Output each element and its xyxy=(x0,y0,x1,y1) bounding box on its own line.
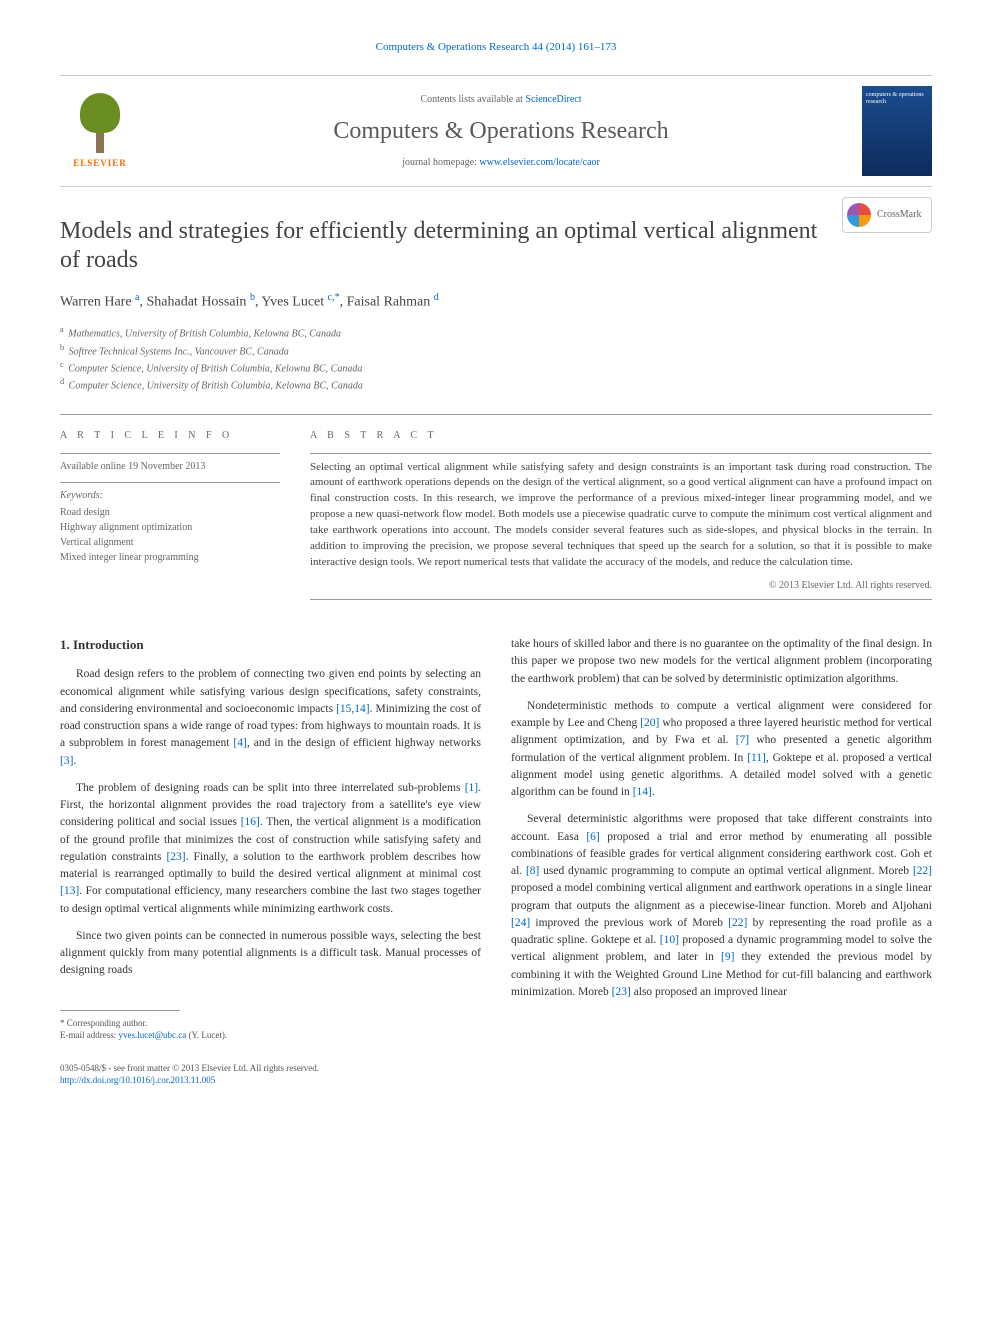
contents-line: Contents lists available at ScienceDirec… xyxy=(160,93,842,107)
crossmark-label: CrossMark xyxy=(877,208,921,222)
journal-cover-thumbnail: computers & operations research xyxy=(862,86,932,176)
abstract-copyright: © 2013 Elsevier Ltd. All rights reserved… xyxy=(310,579,932,593)
abstract-divider-bottom xyxy=(310,599,932,600)
keyword: Mixed integer linear programming xyxy=(60,550,280,565)
doi-link[interactable]: http://dx.doi.org/10.1016/j.cor.2013.11.… xyxy=(60,1075,215,1085)
abstract-heading: A B S T R A C T xyxy=(310,429,932,443)
contents-prefix: Contents lists available at xyxy=(420,94,525,105)
email-link[interactable]: yves.lucet@ubc.ca xyxy=(118,1030,186,1040)
citation-header: Computers & Operations Research 44 (2014… xyxy=(60,40,932,55)
elsevier-label: ELSEVIER xyxy=(73,157,127,170)
email-name: (Y. Lucet). xyxy=(186,1030,227,1040)
sciencedirect-link[interactable]: ScienceDirect xyxy=(525,94,581,105)
body-paragraph: Since two given points can be connected … xyxy=(60,928,481,980)
journal-name: Computers & Operations Research xyxy=(160,115,842,149)
keyword: Vertical alignment xyxy=(60,535,280,550)
journal-homepage: journal homepage: www.elsevier.com/locat… xyxy=(160,156,842,170)
right-column: take hours of skilled labor and there is… xyxy=(511,636,932,1087)
abstract-divider xyxy=(310,453,932,454)
abstract-text: Selecting an optimal vertical alignment … xyxy=(310,460,932,572)
body-paragraph: take hours of skilled labor and there is… xyxy=(511,636,932,688)
footnote-divider xyxy=(60,1010,180,1011)
section-heading: 1. Introduction xyxy=(60,636,481,654)
section-number: 1. xyxy=(60,637,70,652)
body-paragraph: Several deterministic algorithms were pr… xyxy=(511,811,932,1001)
article-info-heading: A R T I C L E I N F O xyxy=(60,429,280,443)
footer-info: 0305-0548/$ - see front matter © 2013 El… xyxy=(60,1062,481,1087)
available-online: Available online 19 November 2013 xyxy=(60,460,280,474)
elsevier-tree-icon xyxy=(70,93,130,153)
divider xyxy=(60,414,932,415)
info-divider xyxy=(60,482,280,483)
crossmark-badge[interactable]: CrossMark xyxy=(842,197,932,233)
body-paragraph: The problem of designing roads can be sp… xyxy=(60,780,481,918)
elsevier-logo: ELSEVIER xyxy=(60,86,140,176)
info-abstract-row: A R T I C L E I N F O Available online 1… xyxy=(60,429,932,607)
keyword: Highway alignment optimization xyxy=(60,520,280,535)
journal-banner: ELSEVIER Contents lists available at Sci… xyxy=(60,75,932,187)
body-paragraph: Nondeterministic methods to compute a ve… xyxy=(511,698,932,802)
affiliation-line: c Computer Science, University of Britis… xyxy=(60,359,932,376)
banner-center: Contents lists available at ScienceDirec… xyxy=(160,93,842,171)
main-body-columns: 1. Introduction Road design refers to th… xyxy=(60,636,932,1087)
article-title: Models and strategies for efficiently de… xyxy=(60,217,932,275)
left-column: 1. Introduction Road design refers to th… xyxy=(60,636,481,1087)
email-label: E-mail address: xyxy=(60,1030,118,1040)
section-title: Introduction xyxy=(73,637,144,652)
affiliation-line: a Mathematics, University of British Col… xyxy=(60,324,932,341)
abstract-column: A B S T R A C T Selecting an optimal ver… xyxy=(310,429,932,607)
corresponding-author-footnote: * Corresponding author. xyxy=(60,1017,481,1030)
keyword: Road design xyxy=(60,505,280,520)
homepage-link[interactable]: www.elsevier.com/locate/caor xyxy=(479,157,599,168)
keywords-label: Keywords: xyxy=(60,489,280,503)
affiliation-line: d Computer Science, University of Britis… xyxy=(60,376,932,393)
crossmark-icon xyxy=(847,203,871,227)
article-info-column: A R T I C L E I N F O Available online 1… xyxy=(60,429,280,607)
info-divider xyxy=(60,453,280,454)
affiliation-line: b Softree Technical Systems Inc., Vancou… xyxy=(60,342,932,359)
journal-cover-text: computers & operations research xyxy=(862,86,932,111)
issn-line: 0305-0548/$ - see front matter © 2013 El… xyxy=(60,1062,481,1075)
affiliations: a Mathematics, University of British Col… xyxy=(60,324,932,393)
body-paragraph: Road design refers to the problem of con… xyxy=(60,666,481,770)
keywords-list: Road designHighway alignment optimizatio… xyxy=(60,505,280,565)
email-footnote: E-mail address: yves.lucet@ubc.ca (Y. Lu… xyxy=(60,1029,481,1042)
homepage-prefix: journal homepage: xyxy=(402,157,479,168)
authors-line: Warren Hare a, Shahadat Hossain b, Yves … xyxy=(60,291,932,312)
